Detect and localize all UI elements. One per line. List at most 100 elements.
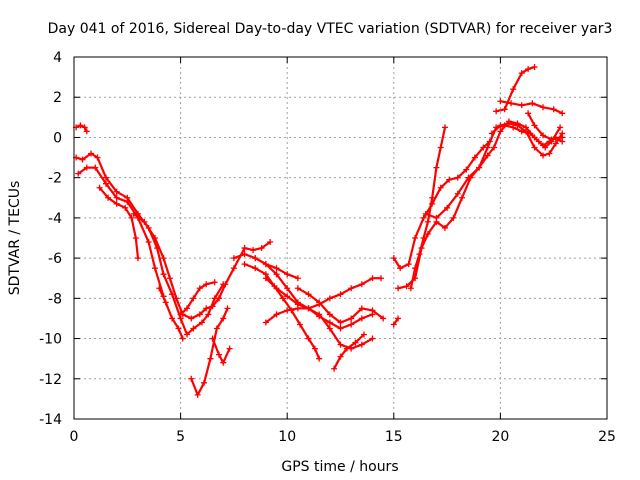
data-point bbox=[420, 214, 427, 221]
data-point bbox=[559, 134, 566, 141]
data-point bbox=[190, 325, 197, 332]
data-point bbox=[358, 305, 365, 312]
series-trace bbox=[333, 333, 366, 370]
data-point bbox=[203, 281, 210, 288]
data-point bbox=[348, 321, 355, 328]
data-point bbox=[390, 321, 397, 328]
data-point bbox=[403, 283, 410, 290]
data-series bbox=[525, 110, 566, 143]
y-tick-label: -6 bbox=[48, 251, 62, 267]
data-point bbox=[446, 176, 453, 183]
data-point bbox=[230, 255, 237, 262]
plot-area bbox=[73, 64, 566, 398]
data-point bbox=[252, 255, 259, 262]
data-series bbox=[73, 150, 227, 338]
data-point bbox=[358, 341, 365, 348]
data-series bbox=[96, 184, 141, 262]
data-point bbox=[484, 144, 491, 151]
data-point bbox=[273, 265, 280, 272]
data-point bbox=[284, 307, 291, 314]
data-point bbox=[241, 251, 248, 258]
data-point bbox=[484, 152, 491, 159]
data-point bbox=[284, 293, 291, 300]
data-point bbox=[173, 295, 180, 302]
series-trace bbox=[243, 263, 321, 360]
data-point bbox=[79, 156, 86, 163]
data-point bbox=[518, 70, 525, 77]
data-point bbox=[262, 319, 269, 326]
data-point bbox=[81, 124, 88, 131]
data-point bbox=[102, 180, 109, 187]
data-series bbox=[497, 98, 566, 117]
data-point bbox=[531, 134, 538, 141]
data-point bbox=[273, 271, 280, 278]
grid bbox=[74, 57, 607, 419]
data-point bbox=[190, 295, 197, 302]
data-point bbox=[316, 299, 323, 306]
data-point bbox=[424, 218, 431, 225]
data-point bbox=[326, 319, 333, 326]
data-point bbox=[316, 355, 323, 362]
data-series bbox=[390, 138, 493, 272]
x-tick-label: 15 bbox=[385, 429, 403, 445]
data-series bbox=[75, 164, 167, 300]
data-point bbox=[273, 311, 280, 318]
data-point bbox=[205, 311, 212, 318]
data-point bbox=[505, 120, 512, 127]
data-point bbox=[450, 214, 457, 221]
data-point bbox=[169, 315, 176, 322]
data-series bbox=[262, 275, 385, 326]
data-point bbox=[134, 255, 141, 262]
data-point bbox=[183, 305, 190, 312]
data-point bbox=[546, 150, 553, 157]
data-point bbox=[337, 291, 344, 298]
data-point bbox=[369, 307, 376, 314]
data-series bbox=[177, 279, 218, 318]
data-point bbox=[548, 136, 555, 143]
y-tick-label: -4 bbox=[48, 211, 62, 227]
data-point bbox=[378, 275, 385, 282]
data-point bbox=[152, 265, 159, 272]
data-point bbox=[337, 319, 344, 326]
data-point bbox=[405, 261, 412, 268]
data-point bbox=[525, 110, 532, 117]
data-series bbox=[294, 285, 387, 326]
data-point bbox=[215, 351, 222, 358]
data-point bbox=[160, 255, 167, 262]
data-point bbox=[412, 235, 419, 241]
plot-frame bbox=[73, 56, 608, 420]
data-point bbox=[213, 325, 220, 332]
data-point bbox=[437, 144, 444, 151]
data-point bbox=[207, 355, 214, 362]
data-point bbox=[220, 315, 227, 322]
data-point bbox=[273, 285, 280, 292]
data-point bbox=[113, 200, 120, 207]
data-point bbox=[369, 275, 376, 282]
data-point bbox=[130, 210, 137, 217]
data-point bbox=[395, 285, 402, 292]
data-point bbox=[215, 295, 222, 302]
data-series bbox=[188, 305, 231, 398]
data-point bbox=[222, 281, 229, 288]
x-tick-label: 20 bbox=[491, 429, 509, 445]
x-tick-label: 10 bbox=[278, 429, 296, 445]
data-point bbox=[331, 365, 338, 372]
data-point bbox=[531, 64, 538, 71]
data-point bbox=[316, 313, 323, 320]
y-tick-label: -12 bbox=[39, 372, 62, 388]
series-trace bbox=[211, 337, 231, 364]
data-point bbox=[429, 194, 436, 201]
data-series bbox=[331, 331, 367, 372]
data-point bbox=[175, 325, 182, 332]
data-point bbox=[465, 174, 472, 181]
data-point bbox=[433, 164, 440, 171]
series-trace bbox=[254, 257, 374, 350]
data-point bbox=[497, 122, 504, 129]
data-point bbox=[83, 164, 90, 171]
data-series bbox=[252, 255, 376, 352]
x-tick-label: 5 bbox=[176, 429, 185, 445]
data-series bbox=[241, 261, 323, 362]
data-point bbox=[531, 144, 538, 151]
data-point bbox=[75, 170, 82, 177]
data-point bbox=[241, 261, 248, 268]
